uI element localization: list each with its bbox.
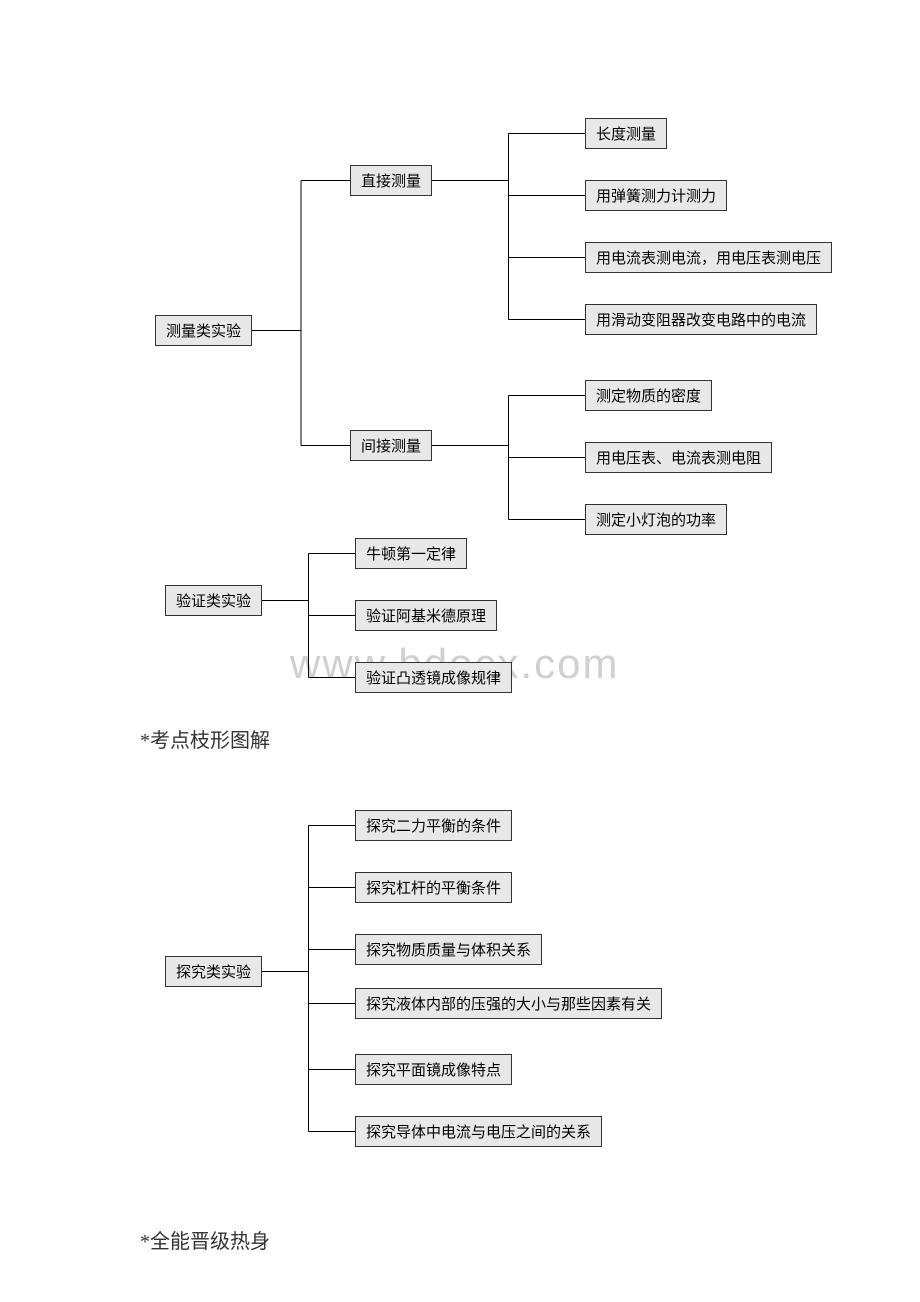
- diagram-node: 直接测量: [350, 165, 432, 196]
- diagram-node: 长度测量: [585, 118, 667, 149]
- heading-exam-points: *考点枝形图解: [140, 724, 270, 753]
- diagram-node: 探究物质质量与体积关系: [355, 934, 542, 965]
- diagram-node: 探究杠杆的平衡条件: [355, 872, 512, 903]
- diagram-node: 验证类实验: [165, 585, 262, 616]
- diagram-node: 探究导体中电流与电压之间的关系: [355, 1116, 602, 1147]
- diagram-node: 牛顿第一定律: [355, 538, 467, 569]
- diagram-node: 测定物质的密度: [585, 380, 712, 411]
- diagram-node: 间接测量: [350, 430, 432, 461]
- diagram-node: 探究类实验: [165, 956, 262, 987]
- diagram-node: 用电压表、电流表测电阻: [585, 442, 772, 473]
- diagram-node: 探究液体内部的压强的大小与那些因素有关: [355, 988, 662, 1019]
- diagram-node: 测定小灯泡的功率: [585, 504, 727, 535]
- connector-lines: [0, 0, 920, 1302]
- heading-warmup: *全能晋级热身: [140, 1225, 270, 1254]
- diagram-node: 测量类实验: [155, 315, 252, 346]
- diagram-node: 用电流表测电流，用电压表测电压: [585, 242, 832, 273]
- diagram-node: 验证凸透镜成像规律: [355, 662, 512, 693]
- diagram-node: 用滑动变阻器改变电路中的电流: [585, 304, 817, 335]
- diagram-node: 用弹簧测力计测力: [585, 180, 727, 211]
- diagram-node: 验证阿基米德原理: [355, 600, 497, 631]
- diagram-node: 探究二力平衡的条件: [355, 810, 512, 841]
- diagram-node: 探究平面镜成像特点: [355, 1054, 512, 1085]
